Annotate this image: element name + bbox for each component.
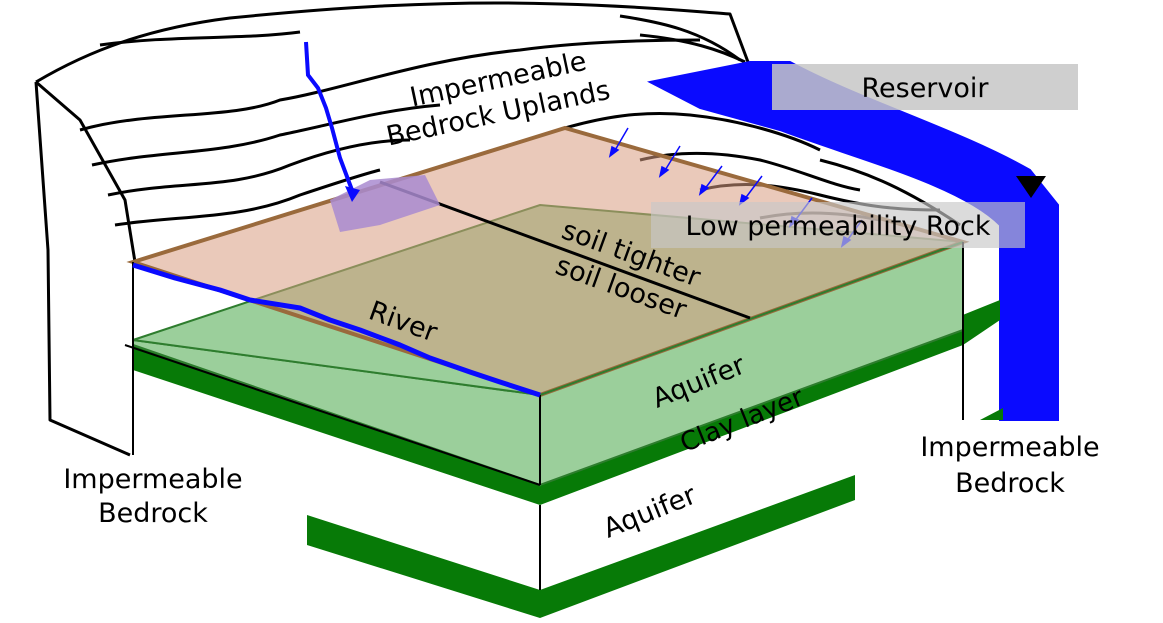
reservoir-outflow-marker bbox=[1016, 176, 1046, 198]
clay-layer-right bbox=[980, 408, 1003, 420]
seepage-patch bbox=[330, 175, 440, 232]
bedrock-left-label-line1: Impermeable bbox=[63, 464, 242, 495]
lower-aquifer-label: Aquifer bbox=[599, 479, 701, 544]
upland-stream bbox=[304, 41, 354, 191]
low-perm-rock-label-box: Low permeability Rock bbox=[651, 202, 1025, 248]
low-perm-rock-label: Low permeability Rock bbox=[686, 211, 991, 242]
soil-divide-line bbox=[379, 180, 751, 320]
reservoir-label-box: Reservoir bbox=[772, 64, 1078, 110]
river bbox=[132, 262, 541, 398]
bedrock-right-label-line2: Bedrock bbox=[955, 468, 1065, 499]
bedrock-right-label-line1: Impermeable bbox=[920, 432, 1099, 463]
lower-aquifer-block bbox=[307, 475, 855, 618]
block-edges bbox=[124, 242, 964, 486]
bedrock-left-label-line2: Bedrock bbox=[98, 498, 208, 529]
reservoir-label: Reservoir bbox=[861, 73, 989, 104]
lower-clay-band bbox=[307, 475, 855, 618]
